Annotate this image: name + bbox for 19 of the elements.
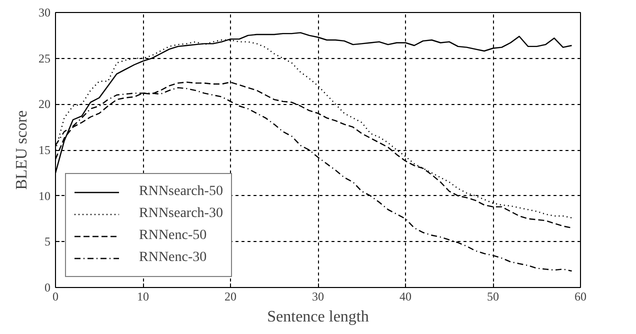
y-tick-label: 5 (44, 234, 50, 249)
y-tick-label: 10 (38, 188, 50, 203)
x-axis-title: Sentence length (267, 308, 369, 326)
x-tick-label: 30 (312, 290, 324, 304)
x-tick-label: 60 (574, 290, 586, 304)
x-tick-label: 40 (400, 290, 412, 304)
legend-label: RNNsearch-30 (139, 206, 223, 222)
legend-label: RNNenc-50 (139, 228, 207, 244)
y-tick-label: 0 (44, 280, 50, 294)
legend-label: RNNenc-30 (139, 250, 207, 266)
y-tick-label: 30 (38, 6, 50, 20)
x-tick-label: 50 (487, 290, 499, 304)
x-tick-label: 20 (224, 290, 236, 304)
y-tick-label: 25 (38, 51, 50, 66)
y-tick-label: 20 (38, 97, 50, 112)
y-tick-label: 15 (38, 143, 50, 157)
y-axis-title: BLEU score (14, 110, 30, 190)
legend-label: RNNsearch-50 (139, 184, 223, 200)
x-tick-label: 10 (137, 290, 149, 304)
